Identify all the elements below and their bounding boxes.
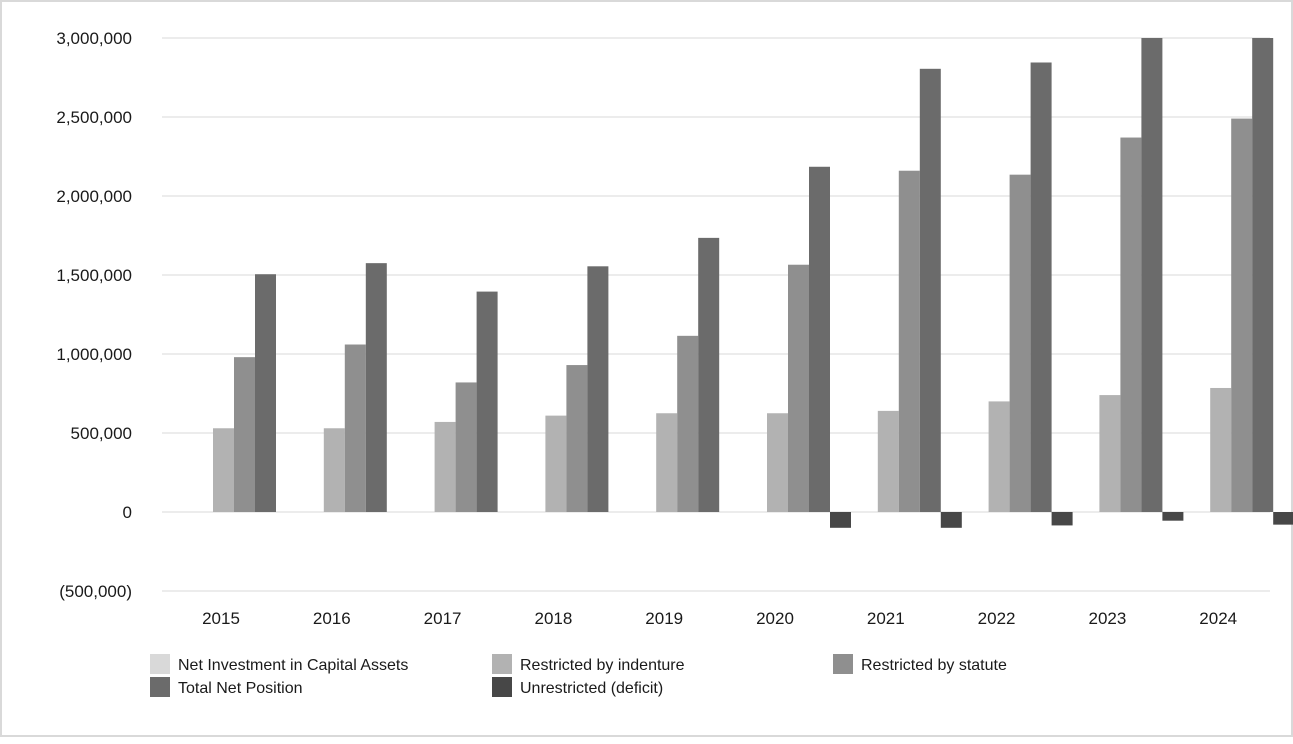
bar-restricted-by-indenture-2015: [213, 428, 234, 512]
bar-total-net-position-2018: [587, 266, 609, 512]
y-tick-label: 2,500,000: [56, 108, 132, 127]
x-tick-label: 2021: [867, 609, 905, 628]
legend-label: Restricted by indenture: [520, 657, 685, 674]
y-axis-ticks: 3,000,000 2,500,000 2,000,000 1,500,000 1,00…: [56, 29, 132, 601]
bar-total-net-position-2019: [698, 237, 720, 512]
legend-label: Total Net Position: [178, 680, 303, 697]
bar-restricted-by-statute-2015: [234, 357, 255, 512]
bar-total-net-position-2022: [1030, 62, 1052, 513]
legend-label: Net Investment in Capital Assets: [178, 657, 408, 674]
bar-restricted-by-statute-2017: [455, 382, 477, 512]
legend-swatch: [492, 677, 512, 697]
bar-restricted-by-indenture-2024: [1210, 387, 1232, 512]
bar-total-net-position-2015: [255, 274, 276, 512]
bar-restricted-by-statute-2021: [898, 170, 920, 512]
x-tick-label: 2022: [978, 609, 1016, 628]
bar-restricted-by-statute-2016: [344, 344, 366, 512]
y-tick-label: 1,000,000: [56, 345, 132, 364]
bar-restricted-by-statute-2024: [1231, 118, 1253, 512]
bar-unrestricted-deficit-2020: [830, 512, 851, 528]
bar-total-net-position-2021: [919, 68, 941, 512]
bar-total-net-position-2017: [476, 291, 498, 512]
bar-total-net-position-2023: [1141, 38, 1163, 512]
legend-label: Restricted by statute: [861, 657, 1007, 674]
bar-total-net-position-2020: [809, 166, 830, 512]
x-tick-label: 2016: [313, 609, 351, 628]
x-tick-label: 2017: [424, 609, 462, 628]
bar-unrestricted-deficit-2024: [1273, 512, 1293, 525]
x-tick-label: 2024: [1199, 609, 1237, 628]
y-tick-label: 3,000,000: [56, 29, 132, 48]
bar-total-net-position-2016: [365, 263, 387, 512]
bar-restricted-by-indenture-2021: [877, 410, 899, 512]
bar-restricted-by-indenture-2018: [545, 415, 567, 512]
x-tick-label: 2020: [756, 609, 794, 628]
bar-restricted-by-statute-2018: [566, 365, 588, 512]
x-tick-label: 2023: [1088, 609, 1126, 628]
bar-series: [213, 38, 1293, 528]
y-tick-label: (500,000): [59, 582, 132, 601]
bar-unrestricted-deficit-2022: [1051, 512, 1073, 526]
y-tick-label: 2,000,000: [56, 187, 132, 206]
x-axis-ticks: 2015 2016 2017 2018 2019 2020 2021 2022 2023 2024: [202, 609, 1237, 628]
bar-total-net-position-2024: [1252, 38, 1274, 512]
bar-restricted-by-indenture-2019: [656, 413, 678, 512]
x-tick-label: 2015: [202, 609, 240, 628]
legend-swatch: [150, 677, 170, 697]
bar-restricted-by-statute-2019: [677, 335, 699, 512]
bar-restricted-by-statute-2023: [1120, 137, 1142, 513]
x-tick-label: 2019: [645, 609, 683, 628]
legend-swatch: [833, 654, 853, 674]
bar-restricted-by-indenture-2022: [988, 401, 1010, 512]
bar-restricted-by-indenture-2023: [1099, 395, 1121, 512]
y-tick-label: 0: [123, 503, 132, 522]
bar-restricted-by-indenture-2020: [767, 413, 788, 512]
legend-label: Unrestricted (deficit): [520, 680, 663, 697]
legend: Net Investment in Capital Assets Restrict…: [150, 654, 1007, 697]
y-tick-label: 500,000: [71, 424, 132, 443]
bar-restricted-by-statute-2022: [1009, 174, 1031, 513]
bar-unrestricted-deficit-2021: [940, 512, 962, 528]
bar-restricted-by-statute-2020: [788, 264, 809, 512]
bar-unrestricted-deficit-2023: [1162, 512, 1184, 521]
x-tick-label: 2018: [534, 609, 572, 628]
bar-restricted-by-indenture-2017: [434, 421, 456, 512]
y-tick-label: 1,500,000: [56, 266, 132, 285]
bar-restricted-by-indenture-2016: [323, 428, 345, 512]
legend-swatch: [150, 654, 170, 674]
legend-swatch: [492, 654, 512, 674]
